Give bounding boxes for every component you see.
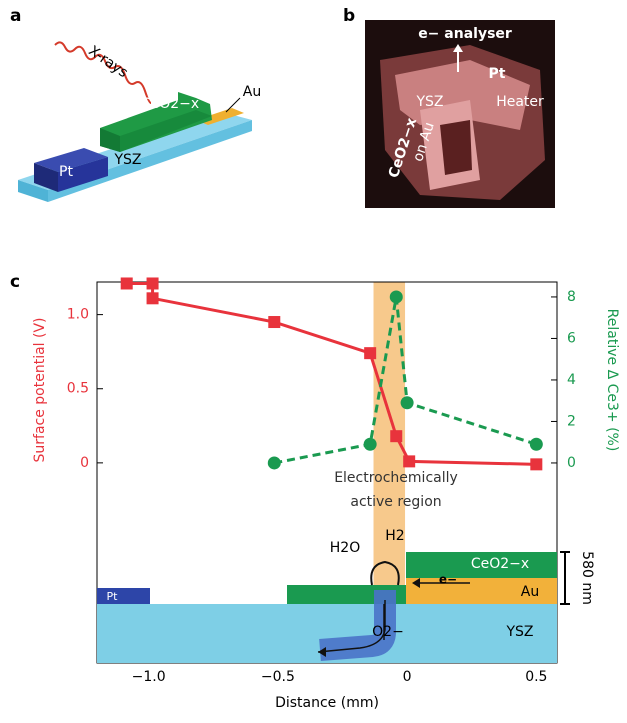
marker: [403, 455, 416, 468]
label: CeO2−x: [141, 96, 199, 112]
label: YSZ: [505, 624, 533, 640]
x-tick-label: −1.0: [132, 669, 166, 685]
leader: [225, 97, 241, 113]
label: e− analyser: [418, 26, 512, 42]
x-tick-label: −0.5: [261, 669, 295, 685]
reaction-arrow: [370, 560, 400, 586]
series-line: [273, 296, 537, 465]
label: Au: [521, 584, 539, 600]
x-tick-label: 0: [403, 669, 412, 685]
label: Pt: [107, 590, 119, 603]
marker: [146, 292, 159, 305]
y2-tick-label: 6: [567, 330, 576, 346]
label: Pt: [489, 66, 506, 82]
ceo2-side: [120, 110, 212, 152]
series-line: [126, 281, 537, 466]
cross-section: H2O H2 e− O2− CeO2−x Au Pt YSZ 580 nm: [97, 528, 595, 663]
ion-arrow: [317, 600, 386, 653]
y-axis-label: Surface potential (V): [32, 317, 48, 462]
label: X-rays: [85, 43, 130, 81]
arrow-head: [453, 44, 463, 52]
marker: [146, 277, 159, 290]
label: YSZ: [113, 152, 141, 168]
arrow-head: [412, 578, 420, 588]
marker: [530, 458, 543, 471]
label: H2: [385, 528, 404, 544]
pt-layer: [97, 588, 150, 604]
panel-label: c: [10, 272, 20, 292]
marker: [268, 316, 281, 329]
annotation: Electrochemically: [334, 470, 458, 486]
ceo2-layer: [406, 552, 557, 578]
label: O2−: [372, 624, 404, 640]
schematic: X-rays CeO2−x Au YSZ Pt: [18, 41, 261, 202]
y-tick-label: 1.0: [67, 307, 89, 323]
pt-front: [34, 163, 58, 192]
thickness-bracket: [560, 551, 570, 605]
label: 580 nm: [579, 551, 595, 605]
ysz-side: [48, 120, 252, 202]
marker: [390, 430, 403, 443]
y2-tick-label: 4: [567, 372, 576, 388]
x-axis-label: Distance (mm): [275, 695, 379, 711]
y-tick-label: 0.5: [67, 381, 89, 397]
marker: [529, 437, 543, 451]
arrow-head: [318, 647, 326, 657]
ysz-front: [18, 180, 48, 202]
label: YSZ: [415, 94, 443, 110]
label: CeO2−x: [471, 556, 529, 572]
y2-tick-label: 0: [567, 455, 576, 471]
label: e−: [439, 573, 457, 587]
ceo2-front: [100, 128, 120, 152]
photo-glow: [440, 120, 472, 175]
pt-side: [58, 157, 108, 192]
label: Heater: [496, 94, 544, 110]
label: Pt: [59, 164, 73, 180]
x-ray-wave: [54, 41, 152, 104]
y-tick-label: 0: [80, 455, 89, 471]
marker: [363, 437, 377, 451]
pt-top: [34, 148, 108, 172]
y2-tick-label: 2: [567, 413, 576, 429]
marker: [267, 456, 281, 470]
panel-label: a: [10, 6, 21, 26]
marker: [364, 347, 377, 360]
annotation: active region: [350, 494, 441, 510]
y2-tick-label: 8: [567, 289, 576, 305]
label: H2O: [330, 540, 360, 556]
marker: [120, 277, 133, 290]
y2-axis-label: Relative Δ Ce3+ (%): [604, 309, 620, 452]
panel-label: b: [343, 6, 355, 26]
x-tick-label: 0.5: [525, 669, 547, 685]
marker: [400, 396, 414, 410]
photo: e− analyser Pt YSZ Heater CeO2−x on Au: [365, 20, 555, 208]
label: Au: [243, 84, 261, 100]
marker: [389, 290, 403, 304]
